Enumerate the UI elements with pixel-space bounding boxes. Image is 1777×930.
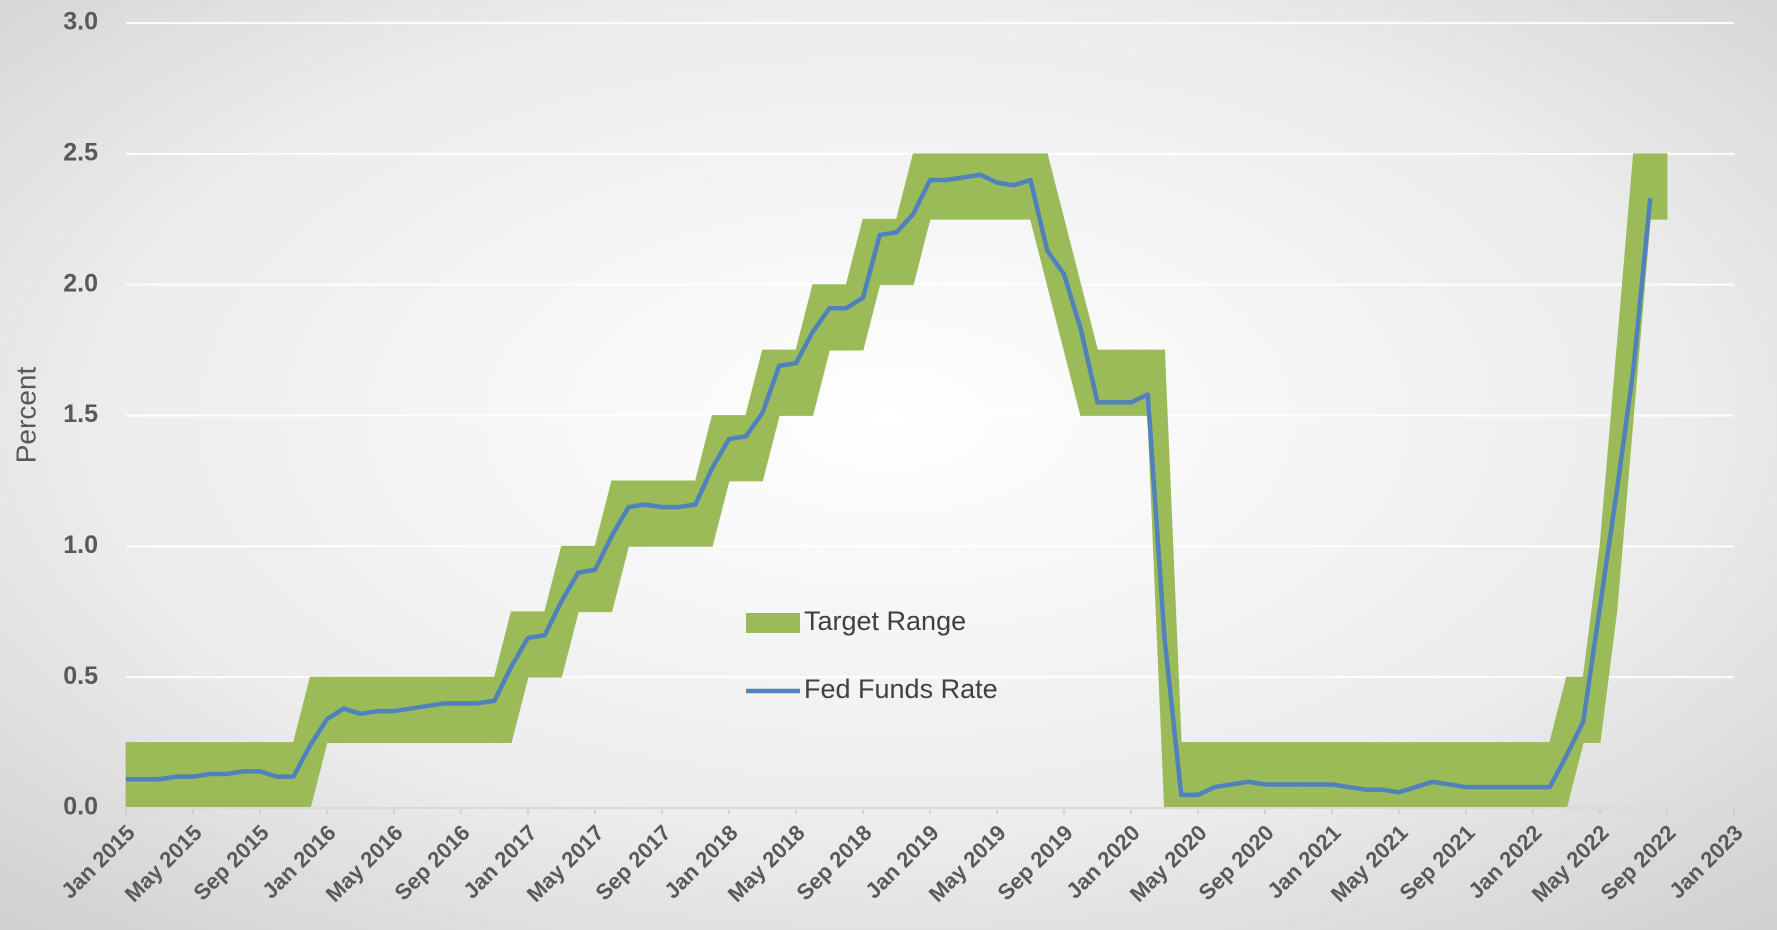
legend-label: Fed Funds Rate [804,674,998,704]
band-segment [1231,742,1249,809]
y-tick-label: 1.5 [63,400,98,428]
band-segment [242,742,261,809]
band-segment [1532,742,1551,809]
band-segment [879,218,897,286]
band-segment [1348,742,1366,809]
y-tick-label: 2.5 [63,138,98,166]
y-axis-label: Percent [10,367,41,464]
y-tick-label: 0.5 [63,662,98,690]
y-tick-label: 3.0 [63,8,98,36]
y-tick-label: 2.0 [63,269,98,297]
band-segment [661,480,680,547]
band-segment [1264,742,1283,809]
band-segment [1197,742,1216,809]
band-segment [1515,742,1534,809]
band-segment [1415,742,1433,809]
band-segment [644,480,663,547]
band-segment [1298,742,1316,809]
band-segment [1482,742,1500,809]
band-segment [1448,742,1467,809]
band-segment [1499,742,1517,809]
band-segment [443,676,462,743]
band-segment [1365,742,1383,809]
y-tick-label: 1.0 [63,531,98,559]
band-segment [1331,742,1350,809]
band-segment [1130,349,1149,416]
band-segment [1180,742,1199,809]
band-segment [1097,349,1115,416]
legend-swatch [746,613,800,633]
y-tick-label: 0.0 [63,793,98,821]
band-segment [577,545,596,613]
band-segment [979,153,998,220]
band-segment [1247,742,1266,809]
band-segment [1432,742,1450,809]
band-segment [628,480,646,547]
band-segment [946,153,964,220]
band-segment [678,480,696,547]
band-segment [1649,153,1668,220]
band-segment [929,153,948,220]
band-segment [427,676,445,743]
band-segment [1398,742,1417,809]
legend-label: Target Range [804,606,966,636]
band-segment [477,676,495,743]
band-segment [963,153,981,220]
band-segment [728,415,747,482]
band-segment [1281,742,1299,809]
band-segment [829,284,847,351]
band-segment [778,349,797,416]
band-segment [1214,742,1232,809]
band-segment [460,676,479,743]
band-segment [142,742,160,809]
rate-line [126,172,1653,798]
band-segment [1314,742,1333,809]
band-segment [1465,742,1484,809]
band-segment [527,611,546,678]
band-segment [1381,742,1400,809]
band-segment [125,742,144,809]
band-segment [1113,349,1132,416]
